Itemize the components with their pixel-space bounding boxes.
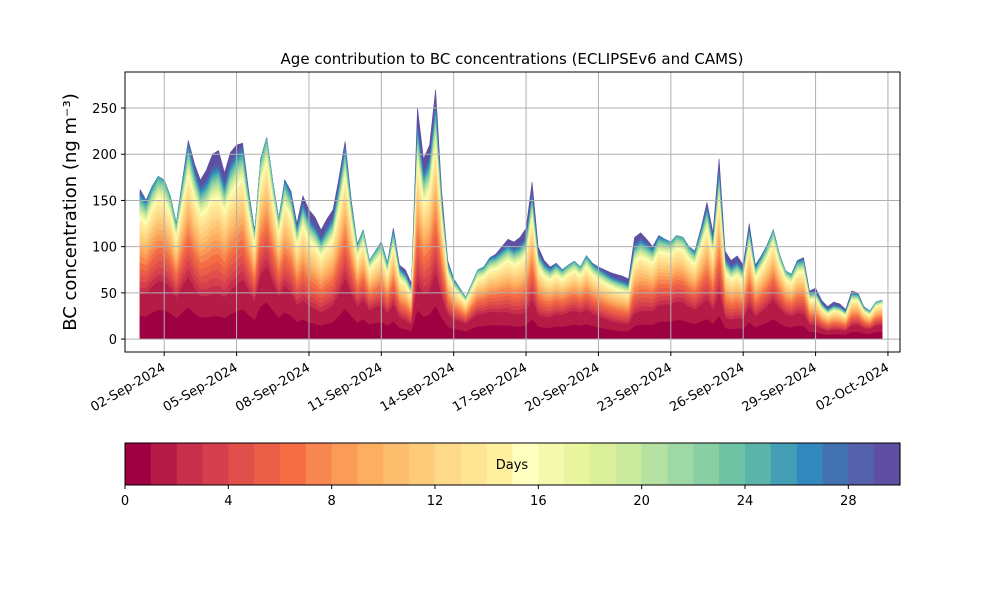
x-tick-label: 11-Sep-2024 [305, 360, 385, 415]
colorbar-swatch [719, 443, 746, 485]
y-tick-label: 150 [92, 194, 117, 209]
colorbar-swatch [409, 443, 436, 485]
x-tick-label: 14-Sep-2024 [378, 360, 458, 415]
x-tick-label: 26-Sep-2024 [667, 360, 747, 415]
colorbar-swatch [512, 443, 539, 485]
colorbar-swatch [796, 443, 824, 485]
colorbar-tick-label: 8 [328, 494, 336, 509]
x-tick-label: 17-Sep-2024 [450, 360, 530, 415]
y-axis-label: BC concentration (ng m⁻³) [60, 93, 81, 331]
colorbar-swatch [305, 443, 333, 485]
y-tick-label: 100 [92, 241, 117, 256]
colorbar-swatch [357, 443, 384, 485]
x-tick-label: 29-Sep-2024 [740, 360, 820, 415]
age-bin-area-0 [139, 302, 883, 340]
colorbar-swatch [822, 443, 849, 485]
colorbar-swatch [460, 443, 488, 485]
colorbar-label: Days [496, 458, 529, 473]
colorbar-swatch [745, 443, 772, 485]
chart-title: Age contribution to BC concentrations (E… [281, 50, 744, 68]
colorbar-swatch [770, 443, 798, 485]
colorbar-tick-label: 0 [121, 494, 129, 509]
colorbar-swatch [383, 443, 410, 485]
colorbar-tick-label: 12 [427, 494, 444, 509]
colorbar-swatch [202, 443, 229, 485]
colorbar-swatch [538, 443, 565, 485]
x-tick-label: 23-Sep-2024 [595, 360, 675, 415]
colorbar-swatch [150, 443, 178, 485]
x-tick-label: 05-Sep-2024 [161, 360, 241, 415]
colorbar-tick-label: 4 [224, 494, 232, 509]
colorbar-swatch [693, 443, 720, 485]
grid-lines [125, 72, 900, 352]
colorbar-swatch [280, 443, 307, 485]
colorbar-swatch [435, 443, 462, 485]
colorbar-swatch [590, 443, 617, 485]
x-axis-ticks: 02-Sep-202405-Sep-202408-Sep-202411-Sep-… [88, 352, 892, 415]
x-tick-label: 02-Oct-2024 [814, 360, 892, 414]
colorbar-swatch [228, 443, 255, 485]
colorbar-swatch [486, 443, 514, 485]
colorbar-ticks: 0 4 8 12 16 20 24 28 [121, 485, 857, 509]
colorbar-swatch [331, 443, 359, 485]
y-tick-label: 0 [109, 333, 117, 348]
plot-area [139, 89, 883, 340]
colorbar-swatch [874, 443, 901, 485]
colorbar-tick-label: 16 [530, 494, 547, 509]
y-tick-label: 250 [92, 102, 117, 117]
colorbar-tick-label: 20 [633, 494, 650, 509]
y-tick-label: 50 [100, 287, 117, 302]
colorbar-swatch [667, 443, 694, 485]
y-tick-label: 200 [92, 148, 117, 163]
colorbar-swatch [254, 443, 281, 485]
colorbar-swatch [125, 443, 152, 485]
age-bin-area-1 [139, 265, 883, 340]
colorbar-swatch [848, 443, 875, 485]
colorbar-swatch [564, 443, 591, 485]
x-tick-label: 20-Sep-2024 [523, 360, 603, 415]
colorbar-swatch [615, 443, 643, 485]
colorbar-swatch [641, 443, 669, 485]
colorbar-swatch [176, 443, 204, 485]
colorbar-tick-label: 28 [840, 494, 857, 509]
x-tick-label: 08-Sep-2024 [233, 360, 313, 415]
colorbar-frame [124, 442, 901, 486]
x-tick-label: 02-Sep-2024 [88, 360, 168, 415]
axes-frame [124, 71, 901, 353]
y-axis-ticks: 0 50 100 150 200 250 [92, 102, 125, 348]
colorbar-tick-label: 24 [737, 494, 754, 509]
colorbar [125, 443, 901, 485]
